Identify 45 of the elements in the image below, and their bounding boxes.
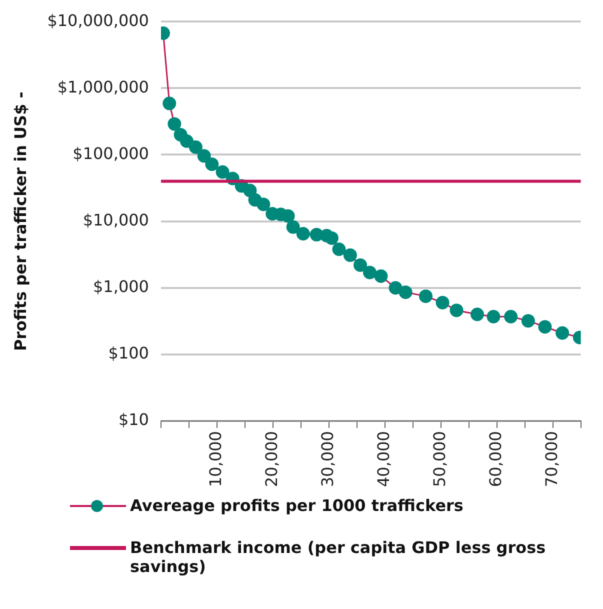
point [450, 304, 464, 318]
point [286, 220, 300, 234]
point [419, 289, 432, 303]
point [197, 149, 211, 163]
x-tick-label: 40,000 [374, 431, 394, 487]
point [332, 242, 346, 256]
point [281, 209, 295, 223]
y-tick-label: $100,000 [72, 144, 149, 163]
point [556, 326, 570, 340]
point [216, 165, 230, 179]
point [388, 281, 402, 295]
y-tick-label: $10,000 [82, 210, 149, 230]
point [470, 308, 484, 322]
point [256, 198, 270, 212]
x-tick-label: 50,000 [430, 431, 450, 487]
point [354, 258, 368, 272]
point [162, 96, 176, 110]
y-axis-title: Profits per trafficker in US$ - [10, 92, 30, 352]
x-tick-label: 10,000 [206, 431, 226, 487]
point [538, 320, 552, 334]
point [363, 266, 377, 280]
x-tick-label: 70,000 [542, 431, 561, 487]
point [343, 248, 357, 262]
legend-label: Benchmark income (per capita GDP less gross savings) [130, 538, 547, 576]
point [168, 117, 182, 131]
x-tick-label: 20,000 [262, 431, 282, 487]
point [436, 296, 450, 310]
y-tick-label: $10 [118, 410, 149, 430]
point [180, 134, 194, 148]
point [324, 231, 338, 245]
point [504, 310, 518, 324]
x-tick-label: 60,000 [486, 431, 505, 487]
legend-label: Avereage profits per 1000 traffickers [130, 496, 464, 515]
point [398, 285, 412, 299]
y-tick-label: $100 [108, 344, 149, 363]
y-tick-label: $1,000 [93, 277, 149, 296]
point [188, 140, 202, 154]
point [374, 269, 388, 283]
x-tick-label: 30,000 [318, 431, 338, 487]
point [486, 310, 500, 324]
y-tick-label: $10,000,000 [47, 10, 149, 30]
y-tick-label: $1,000,000 [57, 77, 149, 96]
point [205, 157, 219, 171]
point [296, 227, 310, 241]
point [521, 314, 535, 328]
